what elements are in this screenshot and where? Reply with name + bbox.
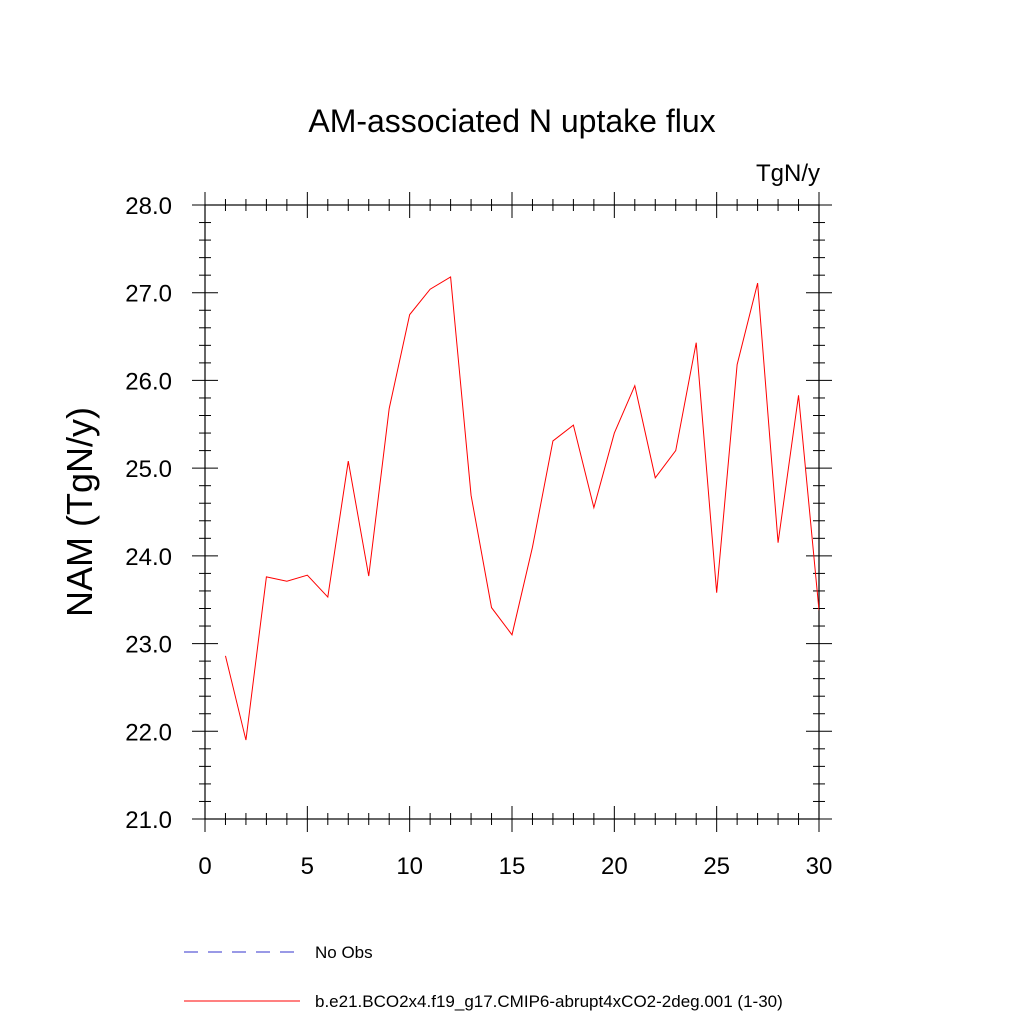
chart-title: AM-associated N uptake flux — [308, 103, 715, 139]
y-tick-label: 26.0 — [125, 368, 172, 395]
y-tick-label: 21.0 — [125, 807, 172, 834]
legend-label: No Obs — [315, 943, 373, 962]
x-tick-labels: 0 5 10 15 20 25 30 — [198, 853, 832, 880]
y-tick-label: 27.0 — [125, 281, 172, 308]
series-line — [224, 276, 819, 741]
axis-ticks — [192, 192, 832, 832]
legend: No Obs b.e21.BCO2x4.f19_g17.CMIP6-abrupt4… — [184, 943, 783, 1011]
plot-frame — [204, 204, 820, 820]
y-tick-label: 25.0 — [125, 456, 172, 483]
data-lines — [224, 276, 819, 741]
y-tick-label: 24.0 — [125, 544, 172, 571]
y-axis-label: NAM (TgN/y) — [59, 407, 100, 617]
y-tick-label: 28.0 — [125, 193, 172, 220]
x-tick-label: 5 — [301, 853, 314, 880]
y-tick-label: 22.0 — [125, 719, 172, 746]
x-tick-label: 20 — [601, 853, 628, 880]
units-label: TgN/y — [756, 160, 820, 187]
x-tick-label: 10 — [396, 853, 423, 880]
y-tick-labels: 21.0 22.0 23.0 24.0 25.0 26.0 27.0 28.0 — [125, 193, 172, 834]
y-tick-label: 23.0 — [125, 632, 172, 659]
x-tick-label: 0 — [198, 853, 211, 880]
x-tick-label: 30 — [806, 853, 833, 880]
legend-label: b.e21.BCO2x4.f19_g17.CMIP6-abrupt4xCO2-2… — [315, 992, 783, 1011]
x-tick-label: 15 — [499, 853, 526, 880]
x-tick-label: 25 — [703, 853, 730, 880]
